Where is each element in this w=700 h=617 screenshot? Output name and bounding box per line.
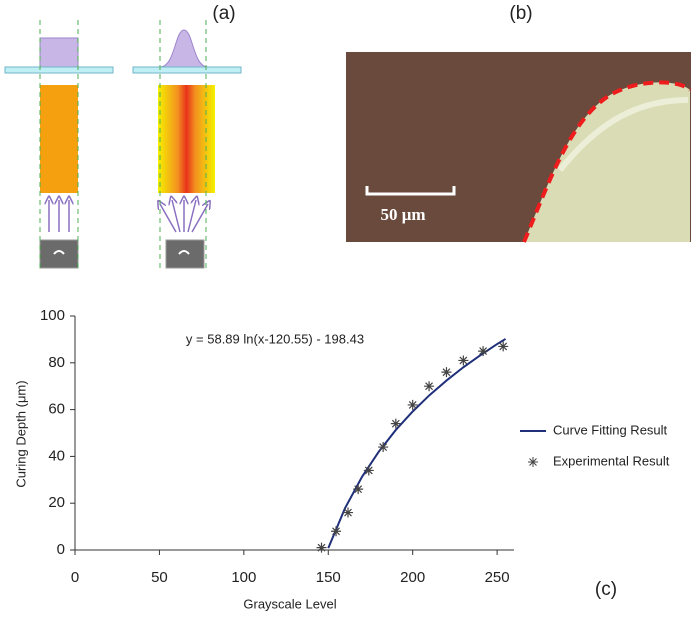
x-tick-label: 200	[400, 569, 425, 586]
data-point	[498, 341, 509, 352]
y-tick-label: 60	[48, 401, 65, 418]
panel-label: (c)	[595, 579, 617, 600]
y-tick-label: 100	[40, 307, 65, 324]
data-point	[363, 465, 374, 476]
y-tick-label: 80	[48, 354, 65, 371]
data-point	[316, 542, 327, 553]
data-point	[424, 381, 435, 392]
y-tick-label: 20	[48, 494, 65, 511]
x-tick-label: 250	[485, 569, 510, 586]
data-point	[353, 484, 364, 495]
data-point	[441, 367, 452, 378]
panel-label: (a)	[212, 3, 235, 24]
panel-label: (b)	[509, 3, 532, 24]
data-point	[343, 507, 354, 518]
x-tick-label: 0	[71, 569, 79, 586]
x-axis-title: Grayscale Level	[243, 596, 336, 611]
panel-a-diagram	[4, 20, 242, 272]
y-tick-label: 0	[57, 541, 65, 558]
data-point	[378, 442, 389, 453]
x-tick-label: 50	[151, 569, 168, 586]
data-point	[407, 399, 418, 410]
scale-bar-label: 50 μm	[380, 205, 425, 224]
y-axis-title: Curing Depth (μm)	[13, 380, 28, 487]
data-point	[458, 355, 469, 366]
panel-b-image	[346, 52, 692, 243]
x-tick-label: 100	[231, 569, 256, 586]
equation: y = 58.89 ln(x-120.55) - 198.43	[186, 331, 364, 346]
y-tick-label: 40	[48, 447, 65, 464]
fit-line	[327, 338, 507, 549]
x-tick-label: 150	[316, 569, 341, 586]
data-point	[331, 526, 342, 537]
legend-marker	[528, 457, 538, 467]
legend-label: Experimental Result	[553, 453, 670, 468]
data-point	[390, 418, 401, 429]
legend-label: Curve Fitting Result	[553, 422, 668, 437]
data-point	[478, 346, 489, 357]
